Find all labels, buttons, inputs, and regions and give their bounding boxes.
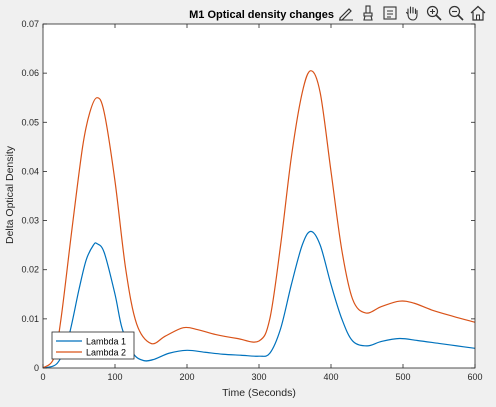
- x-tick-label: 0: [40, 372, 45, 382]
- series-line-lambda-2: [42, 70, 476, 369]
- y-tick-label: 0.01: [21, 314, 39, 324]
- edit-plot-icon[interactable]: [336, 3, 356, 23]
- legend-label-lambda-1: Lambda 1: [86, 337, 126, 347]
- y-tick-label: 0.05: [21, 117, 39, 127]
- legend[interactable]: Lambda 1 Lambda 2: [51, 331, 135, 360]
- x-tick-label: 100: [107, 372, 122, 382]
- series-line-lambda-1: [42, 230, 476, 369]
- zoom-in-icon[interactable]: [424, 3, 444, 23]
- data-tips-icon[interactable]: [380, 3, 400, 23]
- chart-title: M1 Optical density changes: [189, 9, 334, 21]
- x-tick-label: 300: [251, 372, 266, 382]
- x-tick-label: 400: [323, 372, 338, 382]
- x-tick-label: 500: [395, 372, 410, 382]
- y-tick-label: 0.03: [21, 216, 39, 226]
- y-tick-label: 0: [34, 363, 39, 373]
- y-tick-label: 0.06: [21, 68, 39, 78]
- x-axis-ticks: 0 100 200 300 400 500 600: [40, 24, 483, 382]
- zoom-out-icon[interactable]: [446, 3, 466, 23]
- x-tick-label: 600: [467, 372, 482, 382]
- y-axis-ticks: 0 0.01 0.02 0.03 0.04 0.05 0.06 0.07: [21, 19, 475, 373]
- y-axis-label: Delta Optical Density: [4, 145, 16, 244]
- legend-label-lambda-2: Lambda 2: [86, 348, 126, 358]
- brush-icon[interactable]: [358, 3, 378, 23]
- x-tick-label: 200: [179, 372, 194, 382]
- home-icon[interactable]: [468, 3, 488, 23]
- y-tick-label: 0.04: [21, 166, 39, 176]
- plot-area: [43, 24, 475, 368]
- y-tick-label: 0.02: [21, 265, 39, 275]
- legend-box: [51, 331, 135, 360]
- plot-frame: [42, 23, 476, 369]
- axes-toolbar: [336, 0, 496, 26]
- series-lines: [42, 70, 476, 369]
- x-axis-label: Time (Seconds): [222, 387, 296, 399]
- y-tick-label: 0.07: [21, 19, 39, 29]
- pan-icon[interactable]: [402, 3, 422, 23]
